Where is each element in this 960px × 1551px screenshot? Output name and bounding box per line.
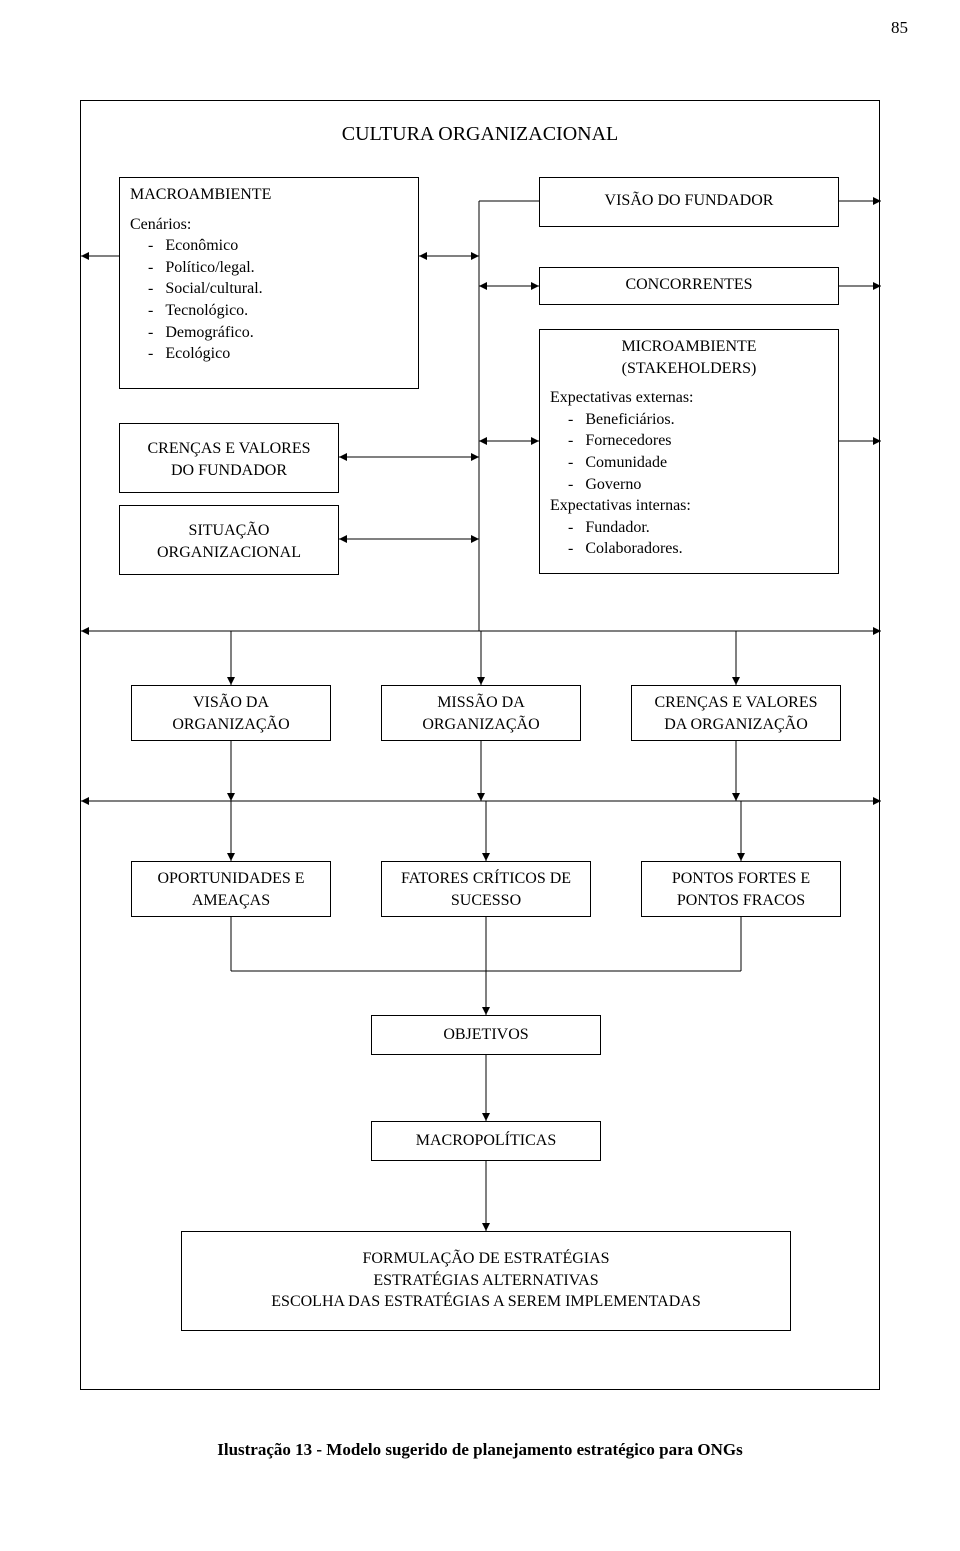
- crencas-fundador-l2: DO FUNDADOR: [130, 460, 328, 482]
- macro-item: - Político/legal.: [148, 257, 408, 279]
- pontos-box: PONTOS FORTES E PONTOS FRACOS: [641, 861, 841, 917]
- page: 85 CULTURA ORGANIZACIONAL MACROAMBIENTE …: [0, 0, 960, 1551]
- formulacao-box: FORMULAÇÃO DE ESTRATÉGIAS ESTRATÉGIAS AL…: [181, 1231, 791, 1331]
- missao-org-l1: MISSÃO DA: [382, 692, 580, 714]
- figure-caption: Ilustração 13 - Modelo sugerido de plane…: [0, 1440, 960, 1460]
- macroambiente-box: MACROAMBIENTE Cenários: - Econômico - Po…: [119, 177, 419, 389]
- macroambiente-sub: Cenários:: [130, 214, 408, 236]
- micro-ext-item: - Beneficiários.: [568, 409, 828, 431]
- objetivos-box: OBJETIVOS: [371, 1015, 601, 1055]
- formulacao-l2: ESTRATÉGIAS ALTERNATIVAS: [182, 1270, 790, 1292]
- macro-item: - Econômico: [148, 235, 408, 257]
- oport-l1: OPORTUNIDADES E: [132, 868, 330, 890]
- micro-ext-label: Expectativas externas:: [550, 387, 828, 409]
- macro-item: - Demográfico.: [148, 322, 408, 344]
- micro-int-label: Expectativas internas:: [550, 495, 828, 517]
- situacao-box: SITUAÇÃO ORGANIZACIONAL: [119, 505, 339, 575]
- pontos-l2: PONTOS FRACOS: [642, 890, 840, 912]
- diagram-title: CULTURA ORGANIZACIONAL: [81, 123, 879, 146]
- micro-ext-item: - Comunidade: [568, 452, 828, 474]
- macro-item: - Ecológico: [148, 343, 408, 365]
- crencas-fundador-l1: CRENÇAS E VALORES: [130, 438, 328, 460]
- missao-org-l2: ORGANIZAÇÃO: [382, 714, 580, 736]
- visao-fundador-box: VISÃO DO FUNDADOR: [539, 177, 839, 227]
- macro-item: - Tecnológico.: [148, 300, 408, 322]
- situacao-l1: SITUAÇÃO: [130, 520, 328, 542]
- formulacao-l3: ESCOLHA DAS ESTRATÉGIAS A SEREM IMPLEMEN…: [182, 1291, 790, 1313]
- micro-int-item: - Fundador.: [568, 517, 828, 539]
- visao-org-box: VISÃO DA ORGANIZAÇÃO: [131, 685, 331, 741]
- oport-l2: AMEAÇAS: [132, 890, 330, 912]
- situacao-l2: ORGANIZACIONAL: [130, 542, 328, 564]
- micro-int-item: - Colaboradores.: [568, 538, 828, 560]
- formulacao-l1: FORMULAÇÃO DE ESTRATÉGIAS: [182, 1248, 790, 1270]
- macroambiente-heading: MACROAMBIENTE: [130, 184, 408, 206]
- concorrentes-box: CONCORRENTES: [539, 267, 839, 305]
- macro-item: - Social/cultural.: [148, 278, 408, 300]
- fatores-box: FATORES CRÍTICOS DE SUCESSO: [381, 861, 591, 917]
- pontos-l1: PONTOS FORTES E: [642, 868, 840, 890]
- crencas-org-l1: CRENÇAS E VALORES: [632, 692, 840, 714]
- crencas-org-box: CRENÇAS E VALORES DA ORGANIZAÇÃO: [631, 685, 841, 741]
- macropoliticas-box: MACROPOLÍTICAS: [371, 1121, 601, 1161]
- micro-l1: MICROAMBIENTE: [550, 336, 828, 358]
- micro-ext-item: - Fornecedores: [568, 430, 828, 452]
- crencas-org-l2: DA ORGANIZAÇÃO: [632, 714, 840, 736]
- fatores-l2: SUCESSO: [382, 890, 590, 912]
- missao-org-box: MISSÃO DA ORGANIZAÇÃO: [381, 685, 581, 741]
- crencas-fundador-box: CRENÇAS E VALORES DO FUNDADOR: [119, 423, 339, 493]
- page-number: 85: [891, 18, 908, 38]
- microambiente-box: MICROAMBIENTE (STAKEHOLDERS) Expectativa…: [539, 329, 839, 574]
- visao-org-l1: VISÃO DA: [132, 692, 330, 714]
- visao-org-l2: ORGANIZAÇÃO: [132, 714, 330, 736]
- fatores-l1: FATORES CRÍTICOS DE: [382, 868, 590, 890]
- oportunidades-box: OPORTUNIDADES E AMEAÇAS: [131, 861, 331, 917]
- micro-l2: (STAKEHOLDERS): [550, 358, 828, 380]
- outer-frame: CULTURA ORGANIZACIONAL MACROAMBIENTE Cen…: [80, 100, 880, 1390]
- micro-ext-item: - Governo: [568, 474, 828, 496]
